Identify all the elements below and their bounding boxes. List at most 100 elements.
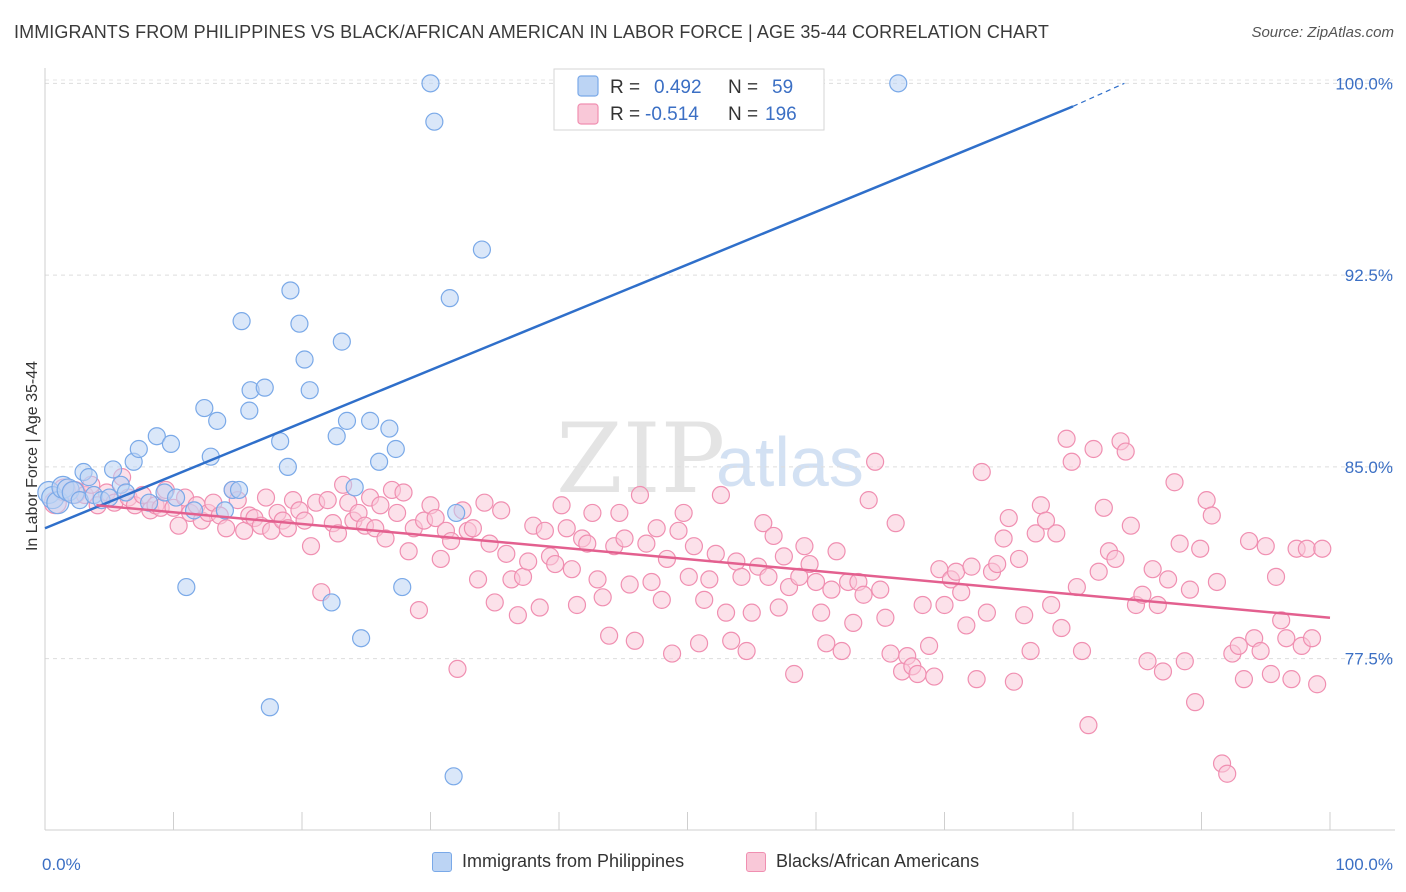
- philippines-point-8: [79, 468, 98, 487]
- black-african-american-point-154: [913, 595, 932, 615]
- black-african-american-point-209: [1207, 572, 1227, 592]
- black-african-american-point-88: [562, 560, 581, 579]
- black-african-american-point-147: [876, 608, 895, 627]
- black-african-american-point-103: [642, 572, 661, 592]
- black-african-american-point-99: [620, 575, 639, 594]
- philippines-point-57: [472, 240, 491, 259]
- black-african-american-point-67: [448, 659, 467, 679]
- black-african-american-point-137: [822, 580, 841, 599]
- black-african-american-point-109: [674, 503, 693, 523]
- philippines-point-45: [345, 478, 364, 497]
- philippines-point-42: [327, 427, 346, 446]
- philippines-point-20: [161, 434, 181, 453]
- black-african-american-point-57: [394, 483, 413, 502]
- black-african-american-point-169: [994, 529, 1013, 548]
- stats-r-label-1: R =: [610, 77, 640, 98]
- chart-title: IMMIGRANTS FROM PHILIPPINES VS BLACK/AFR…: [14, 22, 1050, 42]
- black-african-american-point-100: [625, 631, 644, 650]
- black-african-american-point-215: [1239, 531, 1259, 551]
- black-african-american-point-195: [1133, 585, 1152, 604]
- black-african-american-point-229: [1313, 539, 1332, 558]
- black-african-american-point-204: [1180, 580, 1200, 599]
- black-african-american-point-170: [999, 508, 1018, 528]
- black-african-american-point-175: [1026, 524, 1045, 543]
- y-axis-label: In Labor Force | Age 35-44: [24, 361, 41, 551]
- black-african-american-point-126: [764, 526, 783, 546]
- black-african-american-point-203: [1175, 652, 1194, 671]
- black-african-american-point-58: [399, 542, 418, 561]
- black-african-american-point-108: [669, 521, 688, 540]
- trend-lines: [44, 82, 1331, 620]
- black-african-american-point-141: [844, 613, 863, 632]
- black-african-american-point-132: [795, 537, 814, 556]
- black-african-american-point-43: [318, 491, 337, 510]
- black-african-american-point-145: [866, 452, 885, 471]
- black-african-american-point-176: [1031, 496, 1050, 515]
- black-african-american-point-153: [908, 664, 927, 684]
- black-african-american-point-144: [859, 491, 878, 510]
- stats-n-value-1: 59: [772, 77, 793, 98]
- philippines-point-12: [104, 460, 123, 479]
- black-african-american-point-138: [827, 542, 846, 561]
- philippines-point-58: [889, 74, 908, 93]
- philippines-point-26: [208, 411, 227, 430]
- black-african-american-point-205: [1185, 693, 1205, 712]
- philippines-point-54: [440, 289, 459, 308]
- black-african-american-point-116: [711, 485, 731, 505]
- x-tick-label-min: 0.0%: [42, 855, 81, 874]
- black-african-american-point-168: [988, 554, 1007, 574]
- black-african-american-point-226: [1297, 539, 1316, 558]
- black-african-american-point-104: [647, 519, 666, 538]
- black-african-american-point-227: [1302, 629, 1322, 648]
- black-african-american-point-164: [967, 670, 986, 689]
- philippines-point-22: [177, 577, 196, 597]
- black-african-american-point-184: [1072, 641, 1092, 661]
- black-african-american-point-73: [480, 534, 499, 553]
- black-african-american-point-98: [615, 529, 634, 548]
- black-african-american-point-148: [881, 644, 900, 663]
- black-african-american-point-79: [513, 567, 533, 586]
- black-african-american-point-130: [785, 664, 804, 684]
- black-african-american-point-63: [426, 508, 445, 528]
- black-african-american-point-87: [557, 519, 576, 538]
- legend-label-black-african-american: Blacks/African Americans: [776, 851, 980, 871]
- black-african-american-point-113: [695, 590, 714, 609]
- black-african-american-point-112: [689, 634, 709, 653]
- black-african-american-point-56: [387, 503, 407, 523]
- black-african-american-point-179: [1047, 524, 1066, 543]
- philippines-point-55: [444, 767, 463, 786]
- black-african-american-point-146: [871, 580, 890, 599]
- black-african-american-point-213: [1229, 636, 1248, 655]
- philippines-point-50: [386, 439, 405, 459]
- black-african-american-point-72: [475, 493, 494, 512]
- black-african-american-point-134: [806, 572, 826, 592]
- black-african-american-point-80: [519, 552, 538, 571]
- trend-line-philippines: [44, 105, 1074, 530]
- black-african-american-point-190: [1106, 549, 1125, 569]
- black-african-american-point-136: [817, 634, 836, 653]
- black-african-american-point-196: [1138, 652, 1157, 671]
- philippines-point-34: [260, 698, 279, 717]
- black-african-american-point-220: [1266, 567, 1286, 586]
- black-african-american-point-107: [662, 644, 682, 663]
- black-african-american-point-118: [722, 631, 741, 650]
- legend-item-philippines[interactable]: Immigrants from Philippines: [432, 851, 684, 872]
- y-tick-label-3: 77.5%: [1345, 650, 1393, 669]
- black-african-american-point-165: [972, 462, 991, 482]
- black-african-american-point-85: [546, 554, 565, 574]
- black-african-american-point-120: [732, 567, 751, 586]
- black-african-american-point-114: [700, 570, 719, 589]
- black-african-american-point-66: [441, 531, 461, 551]
- y-tick-label-1: 92.5%: [1345, 266, 1393, 285]
- black-african-american-point-173: [1015, 606, 1034, 625]
- trend-line-philippines-extension: [1072, 82, 1125, 107]
- black-african-american-point-83: [535, 521, 554, 540]
- black-african-american-point-162: [957, 616, 976, 635]
- philippines-point-47: [361, 411, 380, 430]
- black-african-american-point-74: [485, 593, 504, 612]
- black-african-american-point-53: [371, 496, 390, 515]
- black-african-american-point-40: [301, 537, 321, 556]
- series-immigrants-from-philippines: [37, 74, 908, 786]
- black-african-american-point-221: [1272, 611, 1291, 630]
- legend-item-black-african-american[interactable]: Blacks/African Americans: [746, 851, 979, 872]
